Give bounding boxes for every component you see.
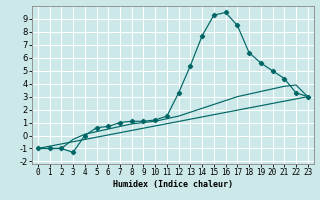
X-axis label: Humidex (Indice chaleur): Humidex (Indice chaleur) (113, 180, 233, 189)
